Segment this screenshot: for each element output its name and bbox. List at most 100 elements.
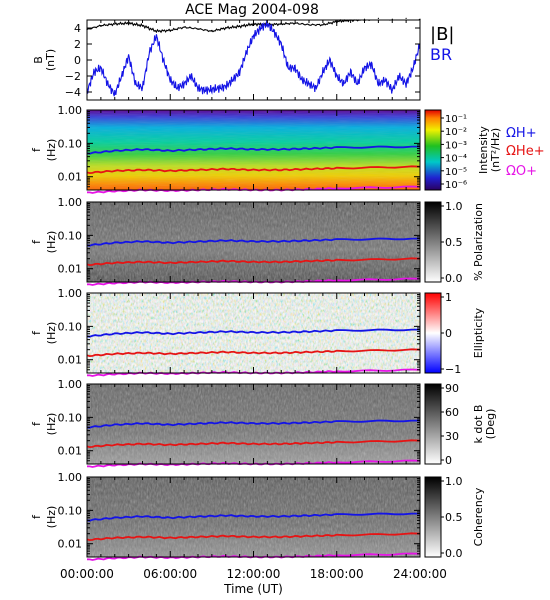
series-1-point — [350, 71, 352, 73]
colorbar-1-title: Intensity — [477, 126, 490, 174]
series-1-point — [322, 71, 324, 73]
panel-4-ytick-label: 1.00 — [58, 378, 83, 391]
series-0-point — [322, 24, 324, 26]
panel-4-ylabel-unit: (Hz) — [45, 413, 58, 436]
colorbar-5 — [424, 476, 442, 558]
series-1-point — [336, 75, 338, 77]
panel-4-ytick-label: 0.01 — [58, 445, 83, 458]
ion-line-0 — [86, 419, 420, 429]
colorbar-5-label: 0.5 — [445, 511, 463, 524]
series-1-point — [412, 67, 414, 69]
colorbar-2 — [424, 201, 442, 283]
colorbar-4 — [424, 383, 442, 465]
panel-5-ylabel: f — [30, 514, 43, 519]
series-0-point — [100, 25, 102, 27]
ion-line-1 — [86, 532, 421, 542]
series-1-point — [190, 75, 192, 77]
series-0-point — [377, 17, 379, 19]
panel-0-ylabel-unit: (nT) — [44, 49, 57, 71]
ion-line-1 — [86, 348, 421, 358]
panel-5-ylabel-unit: (Hz) — [45, 506, 58, 529]
panel-5-ytick-label: 0.01 — [58, 538, 83, 551]
xtick-label: 18:00:00 — [310, 567, 364, 581]
panel-2-ytick-label: 0.01 — [58, 263, 83, 276]
panel-0-ytick-label: −2 — [65, 70, 81, 83]
x-axis-label: Time (UT) — [223, 582, 283, 596]
xtick-label: 12:00:00 — [227, 567, 281, 581]
colorbar-3-label: 0 — [445, 327, 452, 340]
series-1-point — [155, 35, 157, 37]
panel-0-ytick-label: −4 — [65, 86, 81, 99]
colorbar-4-label: 60 — [445, 406, 459, 419]
panel-3-ylabel: f — [30, 330, 43, 335]
series-1-point — [405, 83, 407, 85]
panel-5-ytick-label: 0.10 — [58, 504, 83, 517]
panel-1-ylabel: f — [30, 147, 43, 152]
series-1-point — [141, 87, 144, 89]
series-1-point — [114, 93, 116, 95]
series-0-point — [169, 29, 171, 31]
panel-0-ytick-label: 2 — [74, 38, 81, 51]
panel-2-ytick-label: 0.10 — [58, 229, 83, 242]
series-0-point — [141, 25, 144, 27]
panel-1-ylabel-unit: (Hz) — [45, 139, 58, 162]
ion-line-1 — [86, 439, 421, 449]
series-0-point — [280, 23, 282, 25]
panel-3-ytick-label: 1.00 — [58, 287, 83, 300]
colorbar-1-label: 10⁻¹ — [445, 114, 467, 125]
ion-line-0 — [86, 145, 420, 155]
legend-b-radial: BR — [430, 45, 452, 64]
colorbar-4-label: 90 — [445, 382, 459, 395]
legend-ion-0: ΩH+ — [506, 126, 537, 141]
series-1-point — [357, 83, 359, 85]
colorbar-1-unit: (nT²/Hz) — [489, 128, 502, 172]
ion-line-0 — [86, 328, 420, 338]
colorbar-4-label: 0 — [445, 454, 452, 467]
colorbar-2-label: 1.0 — [445, 200, 463, 213]
xtick-label: 06:00:00 — [143, 567, 197, 581]
series-0-point — [405, 17, 407, 19]
series-0-point — [225, 27, 227, 29]
panel-0-ytick-label: 0 — [74, 54, 81, 67]
panel-0-background — [87, 20, 420, 100]
panel-0-ytick-label: 4 — [74, 22, 81, 35]
colorbar-5-label: 0.0 — [445, 547, 463, 560]
series-1-point — [252, 35, 255, 37]
series-1-point — [211, 89, 213, 91]
legend-ion-2: ΩO+ — [506, 164, 537, 179]
series-1-point — [218, 87, 220, 89]
series-1-point — [308, 83, 310, 85]
series-1-point — [197, 87, 199, 89]
series-1-point — [273, 31, 275, 33]
ion-line-0 — [86, 237, 420, 247]
xtick-label: 24:00:00 — [393, 567, 447, 581]
series-1-point — [225, 85, 227, 87]
colorbar-4-unit: (Deg) — [484, 409, 497, 440]
series-0-point — [211, 30, 213, 32]
series-1-point — [183, 83, 185, 85]
series-1-point — [329, 59, 331, 61]
series-1-point — [266, 23, 268, 25]
colorbar-1-label: 10⁻³ — [445, 140, 467, 151]
series-1-point — [370, 63, 372, 65]
colorbar-1-label: 10⁻⁵ — [445, 167, 467, 178]
series-1-point — [377, 83, 379, 85]
colorbar-3-title: Ellipticity — [472, 307, 485, 358]
series-1-point — [239, 71, 241, 73]
series-1-point — [294, 67, 296, 69]
series-1-point — [391, 89, 393, 91]
series-1-point — [398, 75, 400, 77]
panel-1-ytick-label: 0.01 — [58, 171, 83, 184]
colorbar-4-label: 30 — [445, 430, 459, 443]
series-1-point — [162, 59, 164, 61]
series-1-point — [232, 79, 234, 81]
series-1-point — [363, 67, 366, 69]
panel-0-ylabel: B — [32, 56, 45, 64]
series-1-point — [301, 79, 303, 81]
series-1-point — [384, 79, 386, 81]
colorbar-3 — [424, 292, 442, 374]
series-0-point — [183, 26, 185, 28]
series-1-point — [176, 87, 178, 89]
series-1-point — [343, 83, 345, 85]
